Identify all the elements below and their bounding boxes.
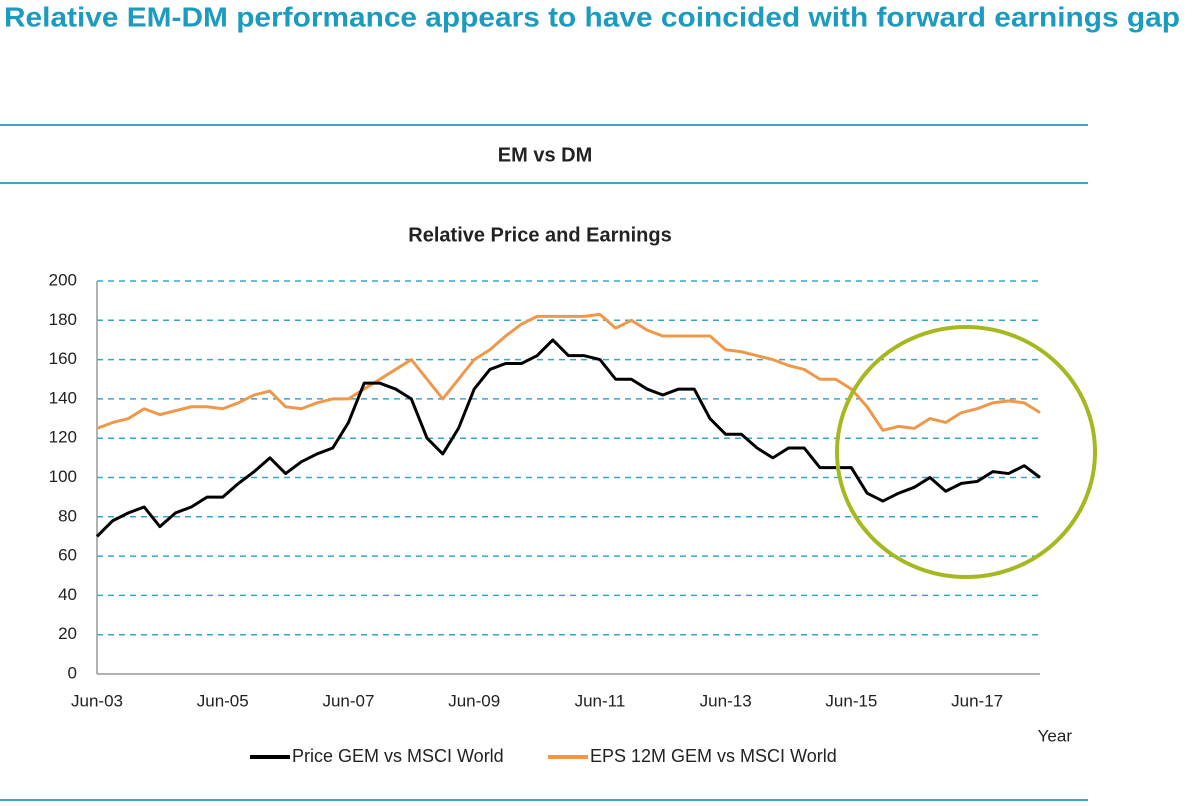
x-axis-label: Year xyxy=(1038,726,1073,745)
highlight-circle xyxy=(835,325,1097,579)
series-line xyxy=(96,312,1041,432)
x-tick-label: Jun-09 xyxy=(448,691,500,710)
x-tick-label: Jun-15 xyxy=(825,691,877,710)
legend-label: Price GEM vs MSCI World xyxy=(292,746,504,766)
y-tick-label: 120 xyxy=(49,428,77,447)
x-tick-label: Jun-17 xyxy=(951,691,1003,710)
x-tick-label: Jun-13 xyxy=(700,691,752,710)
x-tick-label: Jun-11 xyxy=(575,691,626,710)
section-title: EM vs DM xyxy=(498,144,592,166)
x-tick-label: Jun-03 xyxy=(71,691,123,710)
series-line xyxy=(95,338,1041,538)
y-tick-label: 180 xyxy=(49,310,77,329)
x-tick-label: Jun-07 xyxy=(322,691,374,710)
page-title: Relative EM-DM performance appears to ha… xyxy=(4,1,1180,32)
y-tick-label: 40 xyxy=(58,585,77,604)
y-tick-label: 60 xyxy=(58,546,77,565)
y-tick-label: 100 xyxy=(49,467,77,486)
y-tick-label: 0 xyxy=(68,663,77,682)
chart-title: Relative Price and Earnings xyxy=(408,224,671,246)
y-tick-label: 140 xyxy=(49,388,77,407)
y-tick-label: 200 xyxy=(49,270,77,289)
legend-label: EPS 12M GEM vs MSCI World xyxy=(590,746,837,766)
x-tick-label: Jun-05 xyxy=(197,691,249,710)
y-tick-label: 160 xyxy=(49,349,77,368)
y-tick-label: 80 xyxy=(58,506,77,525)
y-tick-label: 20 xyxy=(58,624,77,643)
